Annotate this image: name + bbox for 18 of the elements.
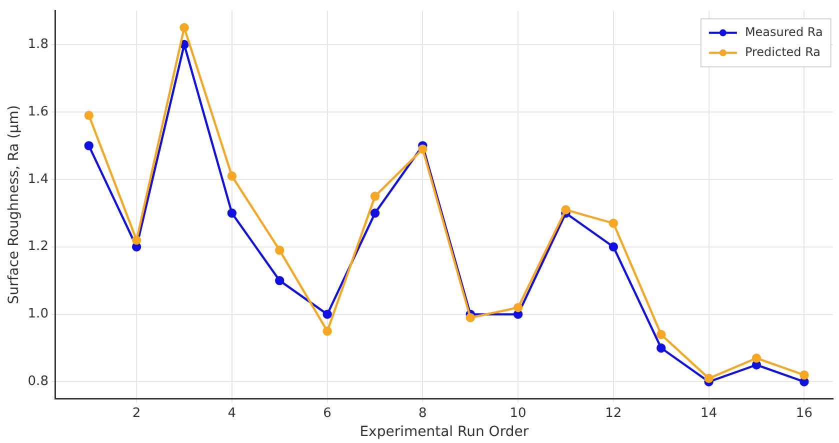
x-tick-label: 4 bbox=[228, 406, 236, 421]
x-axis-title: Experimental Run Order bbox=[360, 424, 529, 440]
x-tick-label: 8 bbox=[418, 406, 427, 421]
y-tick-label: 1.4 bbox=[28, 172, 48, 187]
legend-label: Measured Ra bbox=[744, 24, 823, 39]
y-tick-label: 1.8 bbox=[28, 36, 48, 52]
x-tick-label: 12 bbox=[605, 406, 622, 421]
x-tick-label: 10 bbox=[510, 406, 526, 421]
y-tick-label: 1.2 bbox=[28, 239, 48, 254]
x-tick-label: 16 bbox=[796, 406, 812, 421]
y-tick-label: 1.0 bbox=[28, 306, 48, 322]
x-tick-label: 2 bbox=[132, 406, 141, 421]
y-axis-title: Surface Roughness, Ra (μm) bbox=[6, 105, 22, 304]
legend-label: Predicted Ra bbox=[744, 44, 821, 59]
x-tick-label: 14 bbox=[700, 406, 718, 421]
y-tick-label: 1.6 bbox=[28, 104, 48, 120]
y-tick-label: 0.8 bbox=[28, 374, 48, 390]
x-tick-label: 6 bbox=[323, 406, 332, 421]
